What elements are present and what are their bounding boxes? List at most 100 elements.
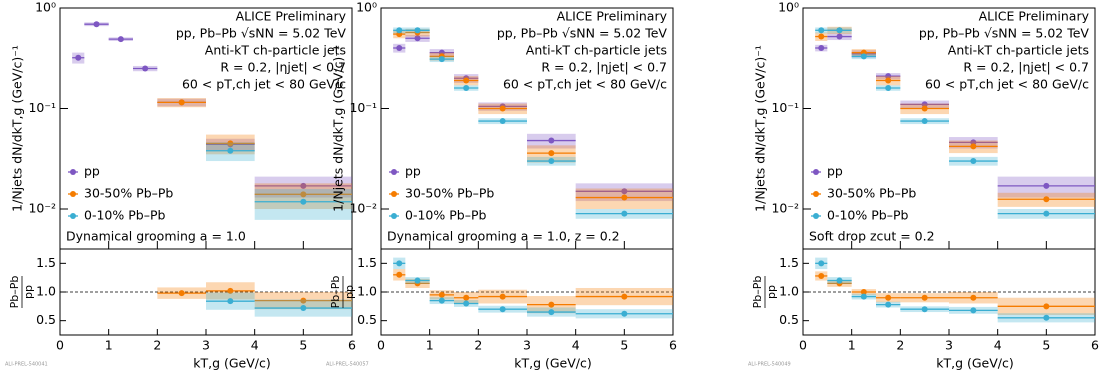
data-point (621, 188, 628, 195)
watermark: ALI-PREL-540049 (748, 362, 791, 368)
data-point (463, 84, 470, 91)
legend-label: pp (827, 164, 843, 179)
x-tick-label: 4 (572, 338, 580, 353)
legend-label: 30-50% Pb–Pb (84, 186, 173, 201)
ratio-point (300, 297, 307, 304)
data-point (885, 84, 892, 91)
x-tick-label: 6 (348, 338, 356, 353)
data-point (818, 27, 825, 34)
data-point (818, 33, 825, 40)
y-tick-label: 10⁻² (349, 201, 377, 216)
x-tick-label: 4 (251, 338, 259, 353)
ratio-y-tick-label: 0.5 (36, 312, 56, 327)
data-point (93, 21, 100, 28)
x-tick-label: 1 (426, 338, 434, 353)
ratio-point (463, 300, 470, 307)
ratio-point (885, 301, 892, 308)
ratio-y-tick-label: 1.5 (36, 255, 56, 270)
ratio-y-tick-label: 1.0 (36, 284, 56, 299)
legend-marker (391, 213, 397, 219)
x-tick-label: 5 (1042, 338, 1050, 353)
ratio-ylabel-den: pp (765, 285, 778, 299)
x-tick-label: 3 (945, 338, 953, 353)
annotation: Anti-kT ch-particle jets (526, 43, 667, 58)
ratio-point (921, 306, 928, 313)
data-point (438, 56, 445, 63)
x-axis-label: kT,g (GeV/c) (514, 356, 592, 371)
ratio-point (499, 293, 506, 300)
ratio-y-tick-label: 0.5 (357, 312, 377, 327)
data-point (921, 105, 928, 112)
data-point (300, 182, 307, 189)
ratio-point (300, 305, 307, 312)
ratio-point (1043, 303, 1050, 310)
x-tick-label: 0 (799, 338, 807, 353)
data-point (300, 198, 307, 205)
ratio-y-tick-label: 1.5 (779, 255, 799, 270)
note: Dynamical grooming a = 1.0 (66, 229, 246, 244)
watermark: ALI-PREL-540041 (5, 362, 48, 368)
data-point (396, 27, 403, 34)
ratio-ylabel-den: pp (343, 285, 356, 299)
ratio-ylabel-num: Pb–Pb (8, 276, 21, 309)
x-tick-label: 4 (994, 338, 1002, 353)
ratio-point (885, 294, 892, 301)
ratio-point (396, 271, 403, 278)
x-tick-label: 2 (474, 338, 482, 353)
y-tick-label: 10⁻¹ (28, 100, 56, 115)
data-point (836, 33, 843, 40)
ratio-point (921, 294, 928, 301)
y-tick-label: 10⁰ (35, 0, 56, 15)
legend-label: 0-10% Pb–Pb (405, 208, 486, 223)
data-point (1043, 182, 1050, 189)
data-point (885, 73, 892, 80)
data-point (142, 65, 149, 72)
annotation: ALICE Preliminary (236, 9, 347, 24)
x-axis-label: kT,g (GeV/c) (193, 356, 271, 371)
data-point (178, 99, 185, 106)
data-point (117, 36, 124, 43)
legend-marker (70, 213, 76, 219)
y-tick-label: 10⁻¹ (771, 100, 799, 115)
ratio-point (818, 272, 825, 279)
y-tick-label: 10⁻¹ (349, 100, 377, 115)
data-point (75, 54, 82, 61)
x-tick-label: 5 (299, 338, 307, 353)
data-point (463, 77, 470, 84)
ratio-point (438, 291, 445, 298)
ratio-point (499, 306, 506, 313)
ratio-point (227, 287, 234, 294)
ratio-point (836, 277, 843, 284)
ratio-point (818, 260, 825, 267)
annotation: 60 < pT,ch jet < 80 GeV/c (182, 77, 346, 92)
annotation: pp, Pb–Pb √sNN = 5.02 TeV (176, 26, 347, 41)
legend-label: pp (84, 164, 100, 179)
data-point (970, 143, 977, 150)
data-point (227, 140, 234, 147)
ratio-point (970, 294, 977, 301)
x-tick-label: 0 (377, 338, 385, 353)
data-point (970, 158, 977, 165)
data-point (621, 210, 628, 217)
data-point (1043, 210, 1050, 217)
annotation: Anti-kT ch-particle jets (948, 43, 1089, 58)
x-tick-label: 3 (202, 338, 210, 353)
annotation: Anti-kT ch-particle jets (205, 43, 346, 58)
ratio-point (860, 289, 867, 295)
legend-marker (70, 169, 76, 175)
x-tick-label: 0 (56, 338, 64, 353)
ratio-point (548, 301, 555, 308)
ratio-point (970, 307, 977, 314)
data-point (396, 44, 403, 51)
data-point (548, 137, 555, 144)
legend-marker (813, 213, 819, 219)
legend-marker (813, 169, 819, 175)
x-tick-label: 6 (1091, 338, 1099, 353)
annotation: R = 0.2, |ηjet| < 0.7 (963, 60, 1089, 75)
ratio-point (227, 298, 234, 305)
y-tick-label: 10⁻² (771, 201, 799, 216)
data-point (921, 118, 928, 125)
annotation: pp, Pb–Pb √sNN = 5.02 TeV (919, 26, 1090, 41)
ratio-point (396, 260, 403, 267)
